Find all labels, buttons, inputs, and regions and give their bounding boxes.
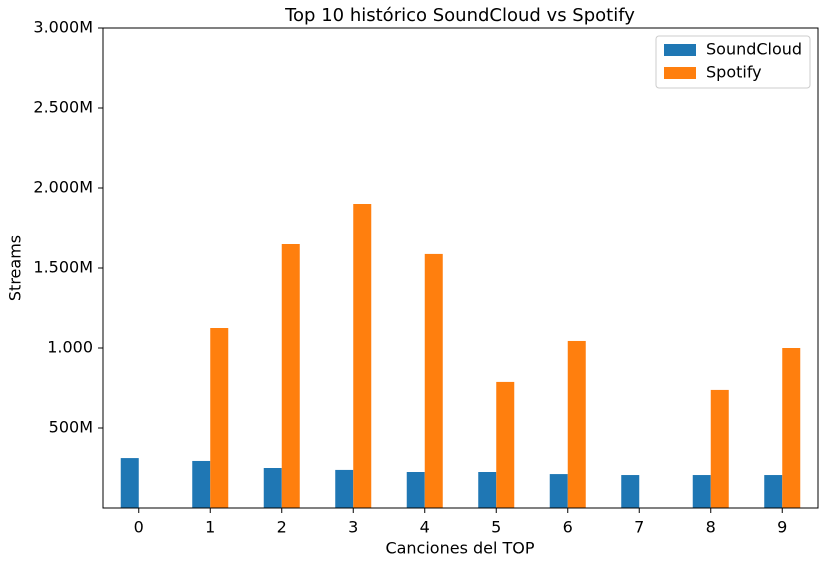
bar (192, 460, 211, 508)
x-axis-label: Canciones del TOP (385, 539, 534, 558)
bar (621, 475, 640, 508)
x-tick-label: 8 (706, 518, 716, 537)
x-tick-label: 9 (777, 518, 787, 537)
bar (335, 469, 354, 508)
x-tick-label: 2 (277, 518, 287, 537)
bar (764, 475, 783, 508)
legend-swatch (664, 67, 696, 79)
bar (281, 244, 300, 508)
bar (567, 340, 586, 508)
bar (496, 381, 515, 508)
plot-frame (102, 27, 819, 509)
y-tick-label: 1.500M (33, 258, 93, 277)
chart-title: Top 10 histórico SoundCloud vs Spotify (284, 5, 635, 26)
y-tick-label: 2.000M (33, 178, 93, 197)
y-axis-label: Streams (6, 235, 25, 301)
bar (263, 468, 282, 508)
bar (692, 475, 711, 508)
x-tick-label: 6 (563, 518, 573, 537)
x-tick-label: 4 (420, 518, 430, 537)
x-tick-label: 0 (134, 518, 144, 537)
bar (353, 204, 372, 508)
bar (424, 253, 443, 508)
y-tick-label: 2.500M (33, 98, 93, 117)
bar (120, 458, 139, 508)
bar (782, 348, 801, 508)
legend-swatch (664, 44, 696, 56)
y-tick-label: 3.000M (33, 18, 93, 37)
bar (478, 472, 497, 508)
x-tick-label: 3 (348, 518, 358, 537)
legend-label: Spotify (706, 63, 762, 82)
legend-label: SoundCloud (706, 40, 802, 59)
x-tick-label: 5 (491, 518, 501, 537)
x-tick-label: 7 (634, 518, 644, 537)
bar (406, 472, 425, 508)
bar (549, 474, 568, 508)
y-tick-label: 1.000 (47, 338, 93, 357)
bar (710, 389, 729, 508)
x-tick-label: 1 (205, 518, 215, 537)
y-tick-label: 500M (49, 418, 93, 437)
bar (210, 328, 229, 508)
